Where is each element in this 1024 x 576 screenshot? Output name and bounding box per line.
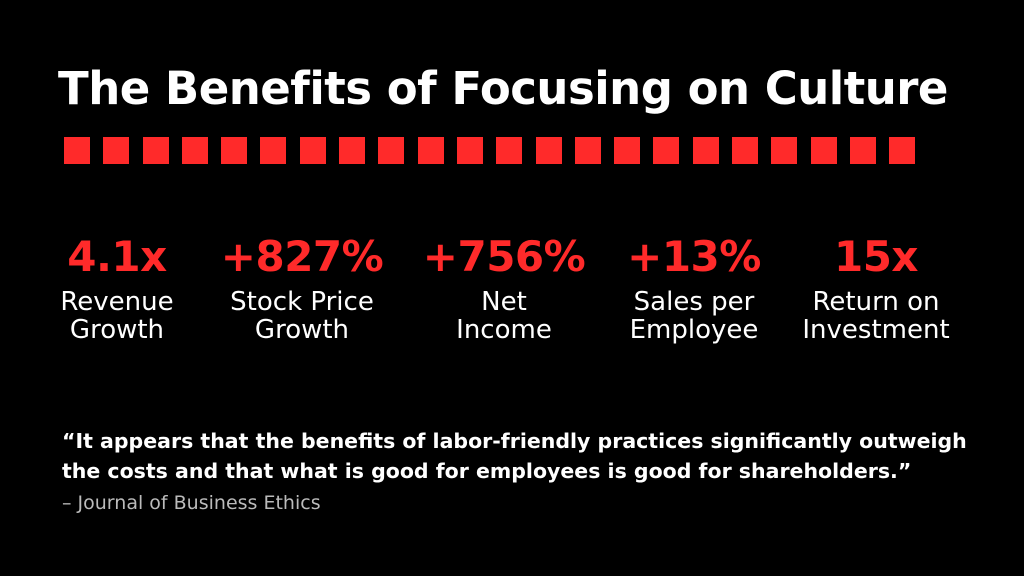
divider-square — [732, 137, 759, 164]
stat-label: Stock Price Growth — [230, 287, 374, 345]
divider-square — [849, 137, 876, 164]
quote-source: – Journal of Business Ethics — [62, 492, 321, 514]
divider-square — [771, 137, 798, 164]
divider-square — [181, 137, 208, 164]
divider-square — [339, 137, 366, 164]
divider-square — [299, 137, 326, 164]
stat-value: +13% — [627, 232, 761, 281]
divider-squares — [64, 137, 916, 164]
stat-sales-per-employee: +13% Sales per Employee — [627, 232, 761, 344]
quote-text: “It appears that the benefits of labor-f… — [62, 429, 967, 483]
divider-square — [614, 137, 641, 164]
divider-square — [535, 137, 562, 164]
stat-label: Revenue Growth — [60, 287, 174, 345]
stat-value: 15x — [833, 232, 919, 281]
divider-square — [64, 137, 90, 164]
stat-label: Return on Investment — [802, 287, 950, 345]
stat-label: Sales per Employee — [629, 287, 759, 345]
divider-square — [810, 137, 837, 164]
divider-square — [889, 137, 916, 164]
stat-value: +827% — [220, 232, 384, 281]
divider-square — [221, 137, 248, 164]
stat-stock-price-growth: +827% Stock Price Growth — [220, 232, 384, 345]
stat-label: Net Income — [456, 287, 552, 345]
stat-return-on-investment: 15x Return on Investment — [802, 232, 949, 344]
divider-square — [103, 137, 130, 164]
divider-square — [260, 137, 287, 164]
divider-square — [653, 137, 680, 164]
stat-value: +756% — [422, 232, 586, 281]
divider-square — [496, 137, 523, 164]
divider-square — [142, 137, 169, 164]
stat-net-income: +756% Net Income — [422, 232, 586, 345]
divider-square — [692, 137, 719, 164]
stat-revenue-growth: 4.1x Revenue Growth — [60, 232, 173, 344]
divider-square — [417, 137, 444, 164]
divider-square — [378, 137, 405, 164]
divider-square — [574, 137, 601, 164]
stat-value: 4.1x — [67, 232, 167, 281]
divider-square — [456, 137, 483, 164]
slide-title: The Benefits of Focusing on Culture — [58, 62, 948, 115]
